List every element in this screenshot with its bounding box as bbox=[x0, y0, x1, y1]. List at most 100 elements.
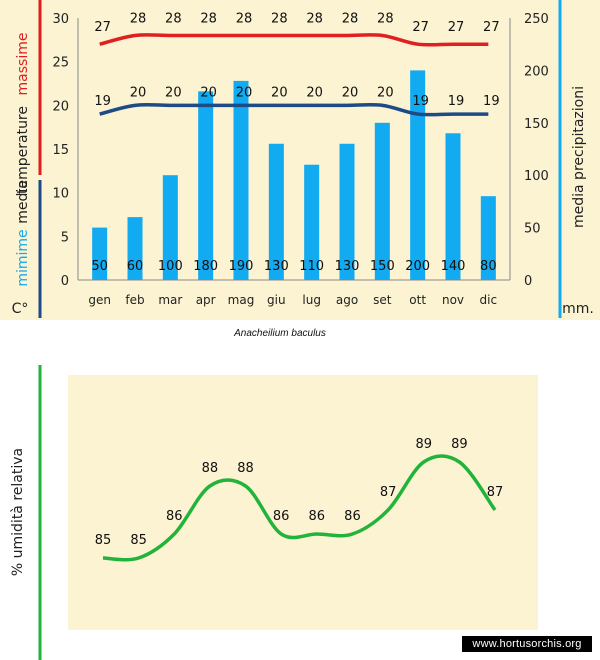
right-tick-150: 150 bbox=[524, 117, 549, 132]
humidity-label-ago: 86 bbox=[344, 509, 361, 524]
max-temp-label-apr: 28 bbox=[200, 11, 217, 26]
month-label-nov: nov bbox=[442, 293, 464, 307]
left-axis-title-temp: temperature bbox=[15, 106, 31, 194]
precip-label-gen: 50 bbox=[91, 259, 108, 274]
humidity-axis-title: % umidità relativa bbox=[10, 448, 26, 576]
precip-bar-ago bbox=[339, 143, 355, 280]
precip-label-mar: 100 bbox=[158, 259, 183, 274]
precip-bar-gen bbox=[92, 227, 108, 280]
min-temp-label-feb: 20 bbox=[130, 85, 147, 100]
left-tick-15: 15 bbox=[52, 143, 69, 158]
precip-bar-nov bbox=[445, 133, 461, 280]
chart-title: Anacheilium baculus bbox=[233, 328, 326, 339]
precip-label-nov: 140 bbox=[441, 259, 466, 274]
left-axis-title: massime temperature media mimime C° bbox=[12, 33, 31, 317]
temperature-labels: 27 28 28 28 28 28 28 28 28 27 27 27 19 20 20 20 20 20 20 20… bbox=[94, 11, 499, 109]
right-tick-100: 100 bbox=[524, 169, 549, 184]
max-temp-label-mag: 28 bbox=[236, 11, 253, 26]
month-label-dic: dic bbox=[480, 293, 498, 307]
month-label-set: set bbox=[373, 293, 392, 307]
precip-bar-feb bbox=[127, 217, 143, 280]
humidity-label-feb: 85 bbox=[130, 533, 147, 548]
humidity-series: 85 85 86 88 88 86 86 86 87 89 89 87 bbox=[95, 437, 504, 562]
left-tick-0: 0 bbox=[61, 274, 69, 289]
month-label-apr: apr bbox=[196, 293, 216, 307]
min-temp-label-mar: 20 bbox=[165, 85, 182, 100]
right-tick-0: 0 bbox=[524, 274, 532, 289]
max-temp-label-gen: 27 bbox=[94, 20, 111, 35]
left-tick-25: 25 bbox=[52, 56, 69, 71]
max-temp-label-set: 28 bbox=[377, 11, 394, 26]
precip-bar-ott bbox=[410, 70, 426, 281]
precip-label-set: 150 bbox=[370, 259, 395, 274]
precip-bar-apr bbox=[198, 91, 214, 280]
min-temp-label-dic: 19 bbox=[483, 94, 500, 109]
temperature-lines bbox=[99, 33, 489, 117]
max-temp-label-mar: 28 bbox=[165, 11, 182, 26]
min-temp-label-nov: 19 bbox=[448, 94, 465, 109]
max-temp-label-dic: 27 bbox=[483, 20, 500, 35]
left-axis-title-media: media bbox=[15, 180, 31, 224]
precip-bar-mag bbox=[233, 80, 249, 280]
precip-bar-mar bbox=[162, 175, 178, 280]
right-axis-unit: mm. bbox=[562, 301, 594, 317]
precip-label-ago: 130 bbox=[335, 259, 360, 274]
month-label-ott: ott bbox=[409, 293, 426, 307]
precip-label-dic: 80 bbox=[480, 259, 497, 274]
min-temp-label-ott: 19 bbox=[412, 94, 429, 109]
humidity-label-mar: 86 bbox=[166, 509, 183, 524]
min-temp-label-set: 20 bbox=[377, 85, 394, 100]
precipitation-bars bbox=[92, 70, 496, 281]
right-axis-title: media precipitazioni bbox=[571, 86, 587, 228]
humidity-label-apr: 88 bbox=[202, 461, 219, 476]
humidity-label-set: 87 bbox=[380, 485, 397, 500]
left-tick-10: 10 bbox=[52, 187, 69, 202]
precip-label-ott: 200 bbox=[405, 259, 430, 274]
humidity-label-dic: 87 bbox=[487, 485, 504, 500]
min-temp-label-ago: 20 bbox=[342, 85, 359, 100]
min-temp-label-giu: 20 bbox=[271, 85, 288, 100]
precip-bar-lug bbox=[304, 164, 320, 280]
precip-label-apr: 180 bbox=[193, 259, 218, 274]
right-tick-200: 200 bbox=[524, 64, 549, 79]
precip-bar-giu bbox=[268, 143, 284, 280]
min-temp-label-apr: 20 bbox=[200, 85, 217, 100]
humidity-label-giu: 86 bbox=[273, 509, 290, 524]
humidity-label-ott: 89 bbox=[415, 437, 432, 452]
left-axis-title-min: mimime bbox=[15, 229, 31, 286]
left-axis-title-max: massime bbox=[15, 33, 31, 96]
min-temp-label-lug: 20 bbox=[306, 85, 323, 100]
month-label-feb: feb bbox=[125, 293, 144, 307]
left-tick-labels: 30 25 20 15 10 5 0 bbox=[52, 12, 69, 289]
precip-label-giu: 130 bbox=[264, 259, 289, 274]
min-temp-line bbox=[99, 102, 489, 117]
precip-bar-dic bbox=[480, 196, 496, 280]
humidity-label-nov: 89 bbox=[451, 437, 468, 452]
humidity-label-lug: 86 bbox=[309, 509, 326, 524]
month-labels: gen feb mar apr mag giu lug ago set ott nov dic bbox=[88, 293, 497, 307]
left-tick-20: 20 bbox=[52, 99, 69, 114]
month-label-giu: giu bbox=[267, 293, 286, 307]
right-tick-250: 250 bbox=[524, 12, 549, 27]
left-axis-unit: C° bbox=[12, 301, 29, 317]
max-temp-label-ago: 28 bbox=[342, 11, 359, 26]
precip-bar-set bbox=[374, 122, 390, 280]
precipitation-labels: 50 60 100 180 190 130 110 130 150 200 140 80 bbox=[91, 259, 496, 274]
left-tick-30: 30 bbox=[52, 12, 69, 27]
max-temp-label-nov: 27 bbox=[448, 20, 465, 35]
min-temp-label-mag: 20 bbox=[236, 85, 253, 100]
max-temp-label-giu: 28 bbox=[271, 11, 288, 26]
left-tick-5: 5 bbox=[61, 230, 69, 245]
precip-label-feb: 60 bbox=[127, 259, 144, 274]
precip-label-lug: 110 bbox=[299, 259, 324, 274]
month-label-lug: lug bbox=[302, 293, 321, 307]
max-temp-label-lug: 28 bbox=[306, 11, 323, 26]
month-label-ago: ago bbox=[336, 293, 358, 307]
max-temp-line bbox=[99, 33, 489, 47]
month-label-gen: gen bbox=[88, 293, 111, 307]
right-tick-50: 50 bbox=[524, 222, 541, 237]
humidity-label-gen: 85 bbox=[95, 533, 112, 548]
precip-label-mag: 190 bbox=[229, 259, 254, 274]
humidity-label-mag: 88 bbox=[237, 461, 254, 476]
